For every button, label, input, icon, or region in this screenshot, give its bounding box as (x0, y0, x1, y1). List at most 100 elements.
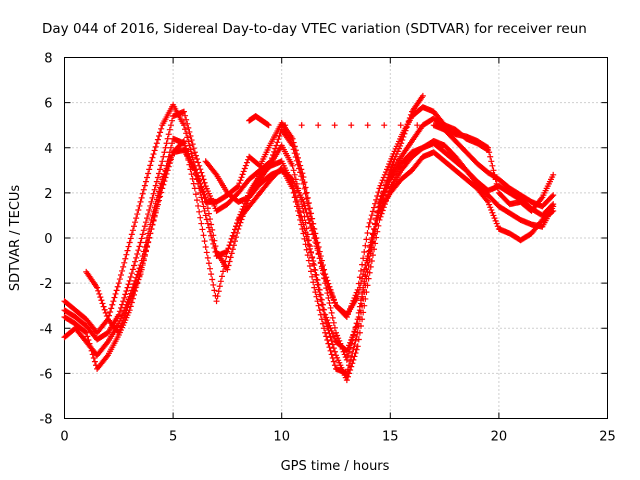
data-point (366, 256, 373, 263)
data-point (164, 135, 171, 142)
data-point (200, 203, 207, 210)
data-point (199, 198, 206, 205)
data-point (304, 252, 311, 259)
data-point (192, 171, 199, 178)
data-point (184, 120, 191, 127)
data-point (238, 208, 245, 215)
data-point (323, 333, 330, 340)
data-point (179, 139, 186, 146)
data-point (101, 306, 108, 313)
data-point (323, 314, 330, 321)
data-point (304, 200, 311, 207)
data-point (489, 162, 496, 169)
data-point (311, 262, 318, 269)
data-point (108, 305, 115, 312)
data-point (94, 284, 101, 291)
data-point (488, 158, 495, 165)
data-point (327, 347, 334, 354)
data-point (196, 208, 203, 215)
data-point (375, 189, 382, 196)
data-point (289, 142, 296, 149)
data-point (282, 122, 289, 129)
data-point (224, 266, 231, 273)
data-point (119, 267, 126, 274)
data-point (169, 117, 176, 124)
data-point (386, 170, 393, 177)
data-point (243, 159, 250, 166)
data-point (361, 266, 368, 273)
data-point (321, 271, 328, 278)
data-point (297, 169, 304, 176)
data-point (483, 144, 490, 151)
data-point (84, 333, 91, 340)
data-point (406, 114, 413, 121)
data-point (314, 247, 321, 254)
data-point (343, 370, 350, 377)
data-point (163, 140, 170, 147)
data-point (329, 314, 336, 321)
data-point (381, 122, 388, 129)
data-point (292, 193, 299, 200)
data-point (158, 125, 165, 132)
data-point (228, 250, 235, 257)
data-point (368, 235, 375, 241)
data-point (205, 260, 212, 267)
data-point (132, 258, 139, 265)
data-point (222, 258, 229, 265)
data-point (193, 156, 200, 163)
data-point (145, 230, 152, 237)
series-track-5 (61, 147, 557, 359)
data-point (327, 304, 334, 311)
data-point (137, 262, 144, 269)
data-point (95, 287, 102, 294)
data-point (371, 225, 378, 232)
data-point (140, 227, 147, 234)
data-point (122, 291, 129, 298)
data-point (123, 288, 130, 295)
data-point (305, 216, 312, 223)
data-point (149, 194, 156, 201)
data-point (324, 281, 331, 288)
series-track-7 (246, 113, 557, 214)
data-point (160, 153, 167, 160)
data-point (294, 201, 301, 208)
data-point (133, 215, 140, 222)
data-point (235, 216, 242, 223)
data-point (158, 180, 165, 187)
data-point (149, 212, 156, 219)
data-point (294, 161, 301, 168)
data-point (378, 179, 385, 186)
data-point (350, 331, 357, 338)
data-point (355, 289, 362, 296)
data-point (293, 157, 300, 164)
data-point (193, 197, 200, 204)
data-point (182, 112, 189, 119)
data-point (331, 362, 338, 369)
data-point (330, 345, 337, 352)
data-point (375, 207, 382, 214)
data-point (115, 320, 122, 327)
data-point (196, 185, 203, 192)
data-point (385, 174, 392, 181)
data-point (326, 286, 333, 293)
data-point (198, 220, 205, 227)
series-track-1 (61, 101, 492, 336)
data-point (360, 286, 367, 293)
data-point (316, 255, 323, 262)
data-point (369, 208, 376, 215)
data-point (126, 239, 133, 246)
data-point (353, 323, 360, 330)
data-point (275, 136, 282, 143)
data-point (360, 255, 367, 262)
data-point (155, 188, 162, 195)
data-point (166, 126, 173, 133)
data-point (124, 299, 131, 306)
data-point (327, 334, 334, 341)
data-point (234, 184, 241, 191)
data-point (373, 216, 380, 223)
data-point (145, 170, 152, 177)
data-point (315, 302, 322, 309)
data-point (204, 254, 211, 261)
data-point (208, 232, 215, 239)
x-tick-label: 10 (273, 430, 290, 445)
